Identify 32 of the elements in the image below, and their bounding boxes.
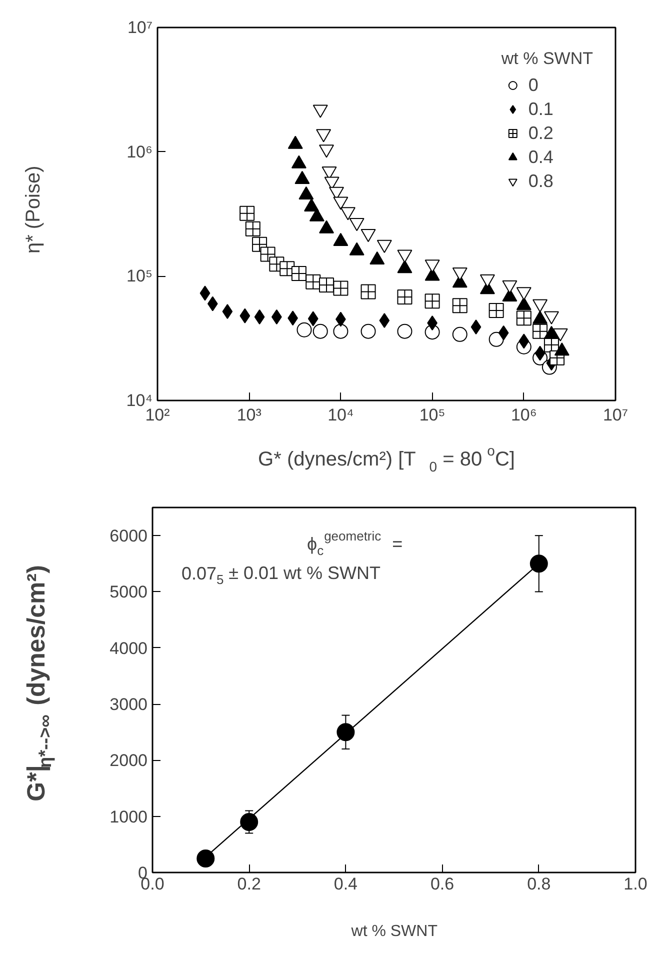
x-tick-label: 10⁴	[328, 406, 354, 424]
legend-title: wt % SWNT	[501, 49, 593, 69]
x-tick-label: 10³	[236, 406, 262, 424]
y-tick-label: 10⁷	[127, 18, 152, 37]
y-tick-label: 4000	[110, 638, 148, 658]
legend-label: 0.4	[528, 146, 554, 168]
y-tick-label: 2000	[110, 751, 148, 770]
y-axis-title: G*|η*-->∞ (dynes/cm²)	[22, 565, 55, 802]
x-tick-label: 10⁷	[602, 406, 628, 424]
y-tick-label: 5000	[110, 582, 148, 602]
legend-label: 0.8	[528, 170, 554, 192]
y-tick-label: 6000	[110, 526, 148, 546]
point	[530, 554, 548, 573]
legend-label: 0.2	[528, 122, 554, 144]
x-tick-label: 0.6	[430, 874, 454, 894]
x-tick-label: 0.4	[334, 874, 358, 894]
y-axis-title: η* (Poise)	[22, 166, 44, 254]
y-tick-label: 1000	[110, 807, 148, 826]
legend-label: 0.1	[528, 98, 554, 120]
x-tick-label: 10⁵	[419, 406, 446, 424]
x-axis-title: wt % SWNT	[350, 922, 438, 940]
x-tick-label: 10⁶	[510, 406, 537, 424]
y-tick-label: 10⁵	[126, 266, 153, 286]
x-tick-label: 0.2	[237, 874, 261, 894]
x-tick-label: 1.0	[624, 874, 648, 894]
point	[240, 812, 258, 831]
legend-label: 0	[528, 74, 540, 96]
point	[336, 723, 355, 742]
point	[196, 849, 215, 868]
y-tick-label: 10⁶	[126, 142, 153, 162]
x-tick-label: 0.8	[527, 874, 551, 894]
y-tick-label: 3000	[110, 695, 148, 714]
